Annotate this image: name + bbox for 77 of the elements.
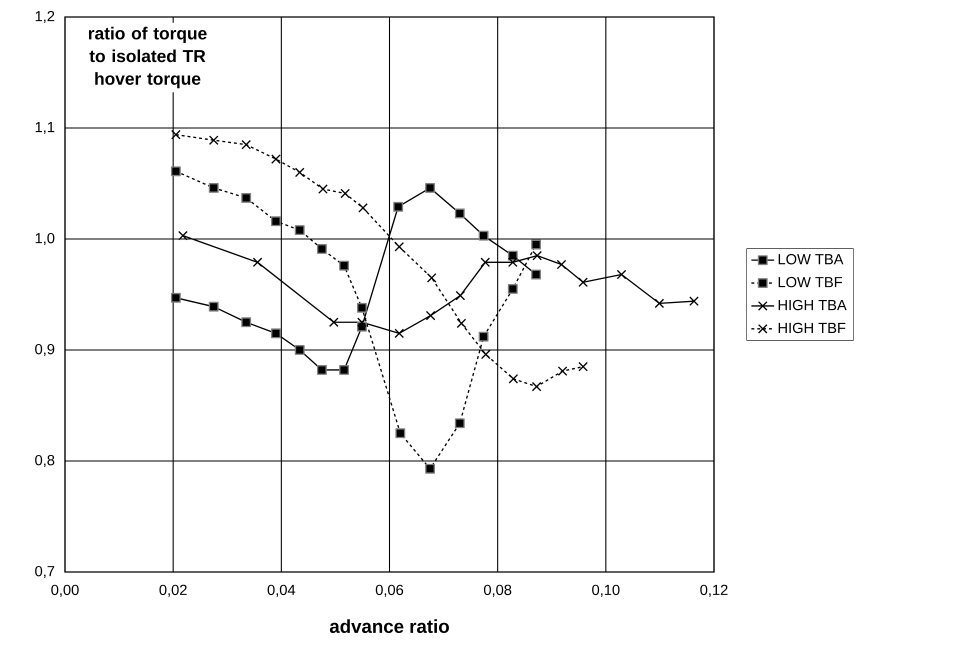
x-tick-label: 0,02: [159, 584, 187, 597]
point: [241, 317, 252, 328]
point: [454, 418, 465, 428]
point: [208, 135, 219, 146]
point: [208, 302, 219, 312]
point: [340, 188, 350, 198]
point: [531, 270, 542, 280]
point: [478, 332, 489, 342]
point: [394, 328, 404, 338]
point: [328, 317, 339, 328]
point: [558, 366, 568, 376]
point: [578, 362, 588, 372]
x-tick-label: 0,12: [700, 584, 728, 597]
point: [654, 298, 664, 308]
point: [358, 203, 368, 213]
x-tick-label: 0,04: [268, 584, 296, 597]
legend-label: LOW TBA: [778, 254, 844, 264]
y-tick-label: 0,7: [35, 566, 54, 578]
point: [508, 284, 518, 294]
x-tick-label: 0,00: [51, 584, 79, 597]
x-tick-label: 0,08: [484, 584, 512, 597]
x-tick-label: 0,10: [592, 584, 620, 597]
point: [339, 365, 350, 375]
point: [532, 250, 542, 260]
x-axis-title: advance ratio: [330, 619, 449, 634]
point: [316, 365, 327, 375]
point: [394, 242, 404, 252]
legend-label: HIGH TBA: [778, 300, 847, 310]
point: [426, 273, 437, 283]
y-tick-label: 1,0: [36, 232, 54, 246]
point: [426, 310, 436, 320]
point: [689, 296, 699, 306]
point: [271, 154, 281, 164]
point: [393, 202, 404, 212]
point: [318, 184, 328, 194]
point: [454, 208, 465, 218]
point: [252, 257, 262, 268]
point: [356, 302, 367, 313]
point: [578, 277, 588, 288]
x-tick-label: 0,06: [376, 584, 404, 597]
point: [241, 140, 252, 150]
point: [208, 182, 219, 193]
point: [294, 225, 305, 236]
y-axis-title: ratio of torque to isolated TR hover torque: [88, 26, 207, 88]
point: [170, 292, 181, 303]
point: [178, 230, 188, 240]
point: [395, 428, 406, 438]
point: [170, 166, 181, 176]
point: [556, 260, 566, 270]
point: [171, 130, 181, 140]
legend-label: LOW TBF: [778, 276, 842, 288]
point: [357, 317, 367, 328]
point: [294, 168, 305, 178]
point: [478, 230, 489, 241]
point: [270, 216, 281, 226]
point: [339, 260, 350, 271]
legend-label: HIGH TBF: [778, 322, 846, 334]
point: [425, 182, 435, 193]
point: [480, 350, 491, 360]
point: [294, 345, 305, 355]
point: [456, 318, 466, 328]
point: [241, 192, 252, 203]
point: [480, 257, 490, 268]
point: [508, 374, 518, 384]
point: [531, 240, 542, 250]
point: [508, 257, 518, 268]
y-tick-label: 0,8: [35, 454, 54, 468]
y-tick-label: 1,1: [36, 122, 54, 134]
point: [456, 290, 466, 300]
point: [508, 250, 518, 261]
point: [616, 270, 626, 280]
y-tick-label: 1,2: [36, 10, 54, 24]
point: [532, 382, 542, 392]
point: [270, 328, 281, 338]
y-tick-label: 0,9: [35, 344, 54, 356]
point: [316, 244, 327, 254]
point: [425, 464, 435, 474]
